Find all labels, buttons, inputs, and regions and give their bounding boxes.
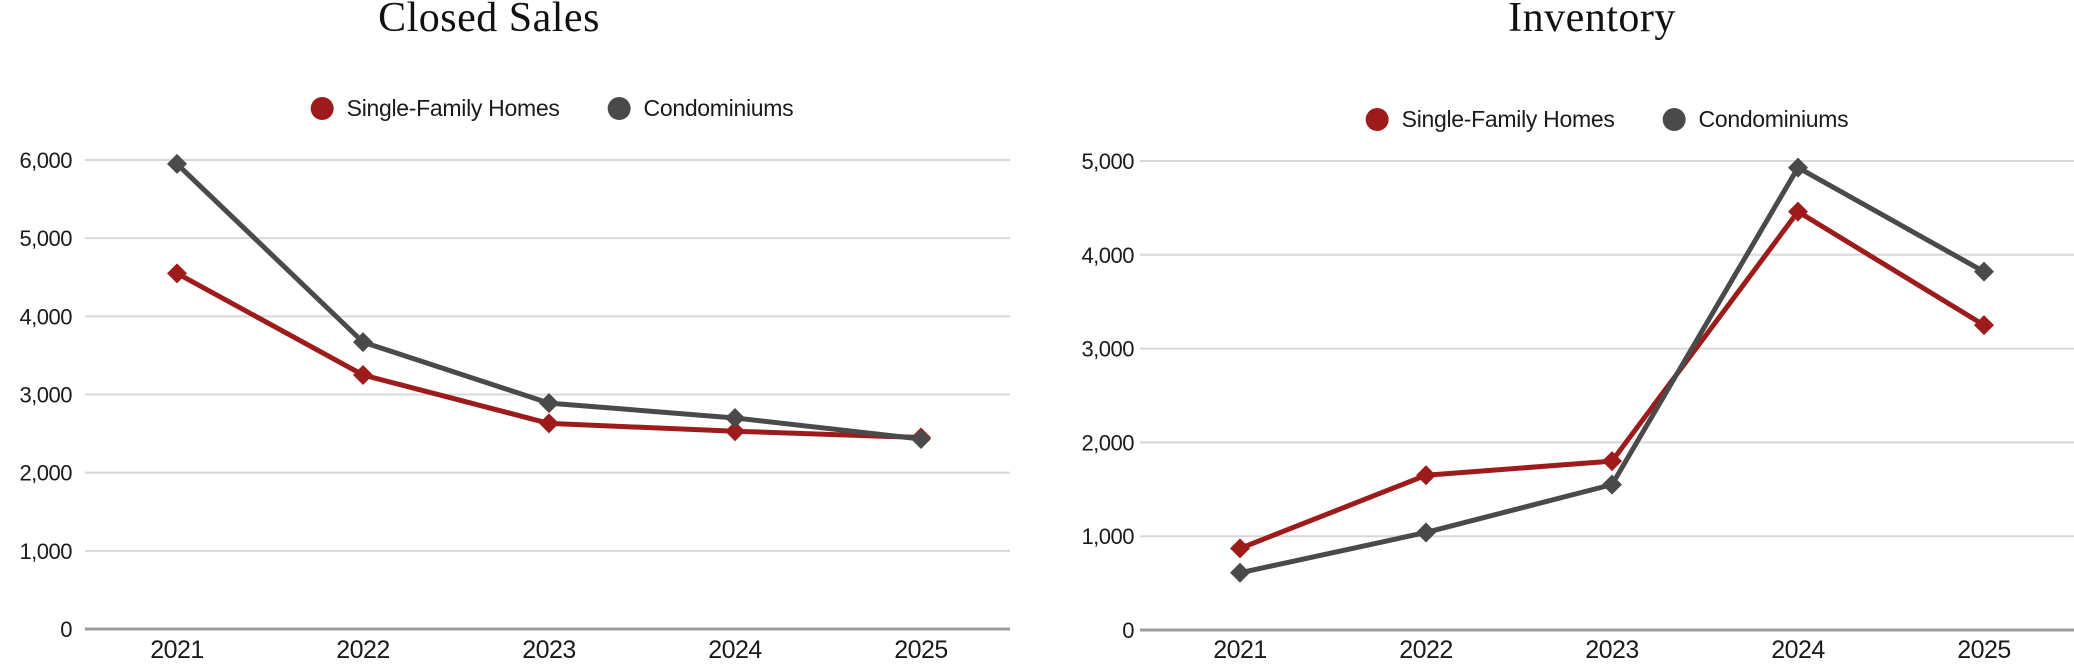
x-tick-label: 2025 [894,636,948,664]
legend-item: Condominiums [1662,106,1849,133]
diamond-marker-icon [1974,261,1994,282]
diamond-marker-icon [1416,465,1436,486]
series-line [1237,165,1987,576]
chart-title-inventory: Inventory [1508,0,1676,41]
y-tick-label: 0 [1122,618,1134,643]
diamond-marker-icon [1788,157,1808,178]
series-line [1237,209,1987,551]
x-tick-label: 2021 [150,636,204,664]
diamond-marker-icon [539,393,559,414]
x-tick-label: 2021 [1213,636,1267,664]
legend-label: Condominiums [1698,106,1849,132]
legend-inventory: Single-Family Homes Condominiums [1365,106,1849,133]
legend-item: Single-Family Homes [310,95,560,122]
legend-swatch-circle-icon [607,97,631,120]
y-tick-label: 5,000 [19,226,72,251]
y-tick-label: 4,000 [19,304,72,329]
y-tick-label: 4,000 [1081,243,1134,268]
inventory-line-plot: 0 1,000 2,000 3,000 4,000 5,000 2021 2022 2023 20… [1081,149,2074,664]
legend-label: Condominiums [643,95,794,121]
diamond-marker-icon [1416,522,1436,543]
y-tick-label: 2,000 [19,461,72,486]
diamond-marker-icon [539,413,559,434]
diamond-marker-icon [167,153,187,174]
x-tick-label: 2023 [1585,636,1639,664]
y-tick-label: 5,000 [1081,149,1134,174]
y-tick-label: 2,000 [1081,430,1134,455]
diamond-marker-icon [1230,538,1250,559]
x-tick-label: 2025 [1957,636,2011,664]
diamond-marker-icon [167,263,187,284]
chart-inventory: Inventory Single-Family Homes Condominium… [1037,0,2074,664]
legend-label: Single-Family Homes [346,95,560,121]
closed-sales-line-plot: 0 1,000 2,000 3,000 4,000 5,000 6,000 2021 2022 2… [19,148,1010,664]
legend-closed-sales: Single-Family Homes Condominiums [310,95,794,122]
legend-label: Single-Family Homes [1401,106,1615,132]
x-tick-label: 2024 [1771,636,1825,664]
x-tick-label: 2023 [522,636,576,664]
y-tick-label: 3,000 [19,383,72,408]
legend-swatch-circle-icon [1662,108,1686,131]
diamond-marker-icon [1230,562,1250,583]
chart-title-closed-sales: Closed Sales [378,0,600,41]
diamond-marker-icon [1602,474,1622,495]
legend-swatch-circle-icon [1365,108,1389,131]
legend-swatch-circle-icon [310,97,334,120]
y-tick-label: 6,000 [19,148,72,173]
diamond-marker-icon [725,421,745,442]
diamond-marker-icon [725,407,745,428]
legend-item: Single-Family Homes [1365,106,1615,133]
x-tick-label: 2022 [1399,636,1453,664]
diamond-marker-icon [911,429,931,450]
diamond-marker-icon [353,364,373,385]
diamond-marker-icon [353,332,373,353]
y-tick-label: 3,000 [1081,337,1134,362]
legend-item: Condominiums [607,95,794,122]
diamond-marker-icon [1974,315,1994,336]
y-tick-label: 1,000 [1081,524,1134,549]
y-tick-label: 0 [60,617,72,642]
y-tick-label: 1,000 [19,539,72,564]
diamond-marker-icon [1788,201,1808,222]
x-tick-label: 2022 [336,636,390,664]
x-tick-label: 2024 [708,636,762,664]
diamond-marker-icon [1602,451,1622,472]
chart-closed-sales: Closed Sales Single-Family Homes Condomin… [19,0,1010,664]
